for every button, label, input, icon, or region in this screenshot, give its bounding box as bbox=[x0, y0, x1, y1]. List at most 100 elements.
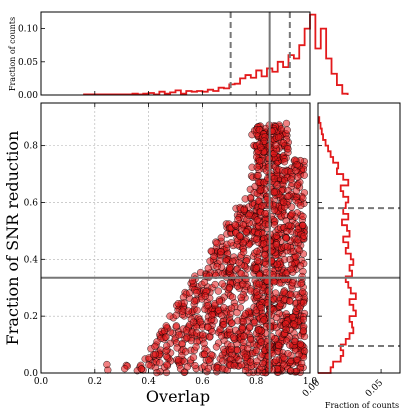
scatter-point bbox=[175, 331, 183, 339]
scatter-point bbox=[279, 139, 287, 147]
scatter-point bbox=[226, 264, 234, 272]
scatter-point bbox=[189, 318, 198, 326]
scatter-point bbox=[257, 143, 265, 151]
scatter-point bbox=[206, 257, 214, 265]
scatter-point bbox=[253, 257, 262, 265]
top-y-tick-label: 0.00 bbox=[18, 91, 38, 101]
scatter-point bbox=[163, 361, 171, 369]
scatter-point bbox=[283, 126, 291, 134]
scatter-point bbox=[295, 293, 303, 302]
scatter-point bbox=[288, 313, 297, 322]
scatter-point bbox=[282, 234, 290, 242]
scatter-point bbox=[214, 287, 222, 295]
scatter-point bbox=[280, 158, 289, 166]
scatter-point bbox=[241, 195, 249, 203]
scatter-point bbox=[204, 323, 212, 331]
scatter-point bbox=[239, 280, 247, 288]
scatter-point bbox=[253, 216, 261, 224]
scatter-point bbox=[239, 338, 248, 346]
scatter-point bbox=[137, 365, 146, 373]
scatter-point bbox=[172, 322, 181, 330]
top-frame bbox=[40, 11, 311, 96]
scatter-point bbox=[288, 210, 296, 218]
scatter-point bbox=[173, 344, 181, 352]
scatter-point bbox=[189, 353, 198, 362]
scatter-point bbox=[228, 293, 237, 301]
scatter-point bbox=[216, 325, 224, 333]
scatter-point bbox=[284, 192, 292, 201]
scatter-point bbox=[191, 361, 199, 370]
scatter-point bbox=[183, 363, 192, 371]
scatter-point bbox=[293, 161, 301, 169]
scatter-point bbox=[190, 297, 199, 305]
scatter-point bbox=[254, 171, 262, 180]
scatter-point bbox=[228, 319, 236, 327]
scatter-point bbox=[237, 269, 245, 278]
scatter-point bbox=[208, 311, 216, 319]
scatter-point bbox=[180, 368, 188, 377]
scatter-point bbox=[246, 358, 254, 366]
main-x-tick-label: 1.0 bbox=[303, 377, 318, 387]
scatter-points bbox=[103, 119, 309, 377]
scatter-point bbox=[282, 325, 290, 334]
scatter-point bbox=[236, 232, 244, 240]
scatter-point bbox=[290, 320, 298, 328]
scatter-point bbox=[253, 357, 261, 365]
scatter-point bbox=[270, 306, 278, 314]
scatter-point bbox=[251, 318, 259, 326]
scatter-point bbox=[192, 343, 200, 351]
scatter-point bbox=[252, 346, 261, 355]
scatter-point bbox=[283, 243, 292, 251]
scatter-point bbox=[286, 341, 294, 349]
main-y-tick-label: 0.4 bbox=[24, 255, 39, 265]
scatter-point bbox=[166, 312, 174, 320]
scatter-point bbox=[230, 333, 238, 341]
scatter-point bbox=[296, 262, 305, 270]
scatter-point bbox=[280, 361, 288, 369]
scatter-point bbox=[299, 299, 308, 307]
scatter-point bbox=[182, 348, 190, 356]
scatter-point bbox=[225, 284, 234, 292]
scatter-point bbox=[230, 362, 238, 370]
top-histogram-panel: 0.00 0.05 0.10 bbox=[18, 11, 349, 101]
scatter-point bbox=[256, 157, 264, 165]
scatter-point bbox=[284, 145, 292, 153]
scatter-point bbox=[212, 343, 221, 351]
scatter-point bbox=[280, 198, 288, 206]
scatter-point bbox=[287, 265, 295, 273]
scatter-point bbox=[275, 341, 283, 350]
scatter-point bbox=[272, 241, 281, 249]
scatter-point bbox=[184, 307, 192, 315]
scatter-point bbox=[204, 264, 212, 272]
main-y-tick-label: 0.0 bbox=[24, 369, 39, 379]
main-x-tick-label: 0.0 bbox=[34, 377, 49, 387]
scatter-point bbox=[172, 311, 180, 319]
scatter-point bbox=[275, 133, 283, 141]
scatter-point bbox=[241, 366, 250, 375]
top-y-tick-label: 0.10 bbox=[18, 25, 38, 35]
scatter-point bbox=[151, 342, 159, 351]
scatter-point bbox=[273, 260, 281, 268]
scatter-point bbox=[292, 367, 301, 375]
main-y-axis-label: Fraction of SNR reduction bbox=[3, 131, 22, 346]
scatter-point bbox=[261, 209, 269, 218]
scatter-point bbox=[145, 361, 153, 369]
scatter-point bbox=[296, 340, 305, 348]
scatter-point bbox=[252, 264, 260, 272]
scatter-point bbox=[253, 163, 261, 171]
scatter-point bbox=[267, 248, 275, 256]
scatter-point bbox=[178, 307, 186, 315]
scatter-point bbox=[217, 234, 225, 242]
right-histogram-step bbox=[318, 116, 357, 374]
scatter-point bbox=[260, 316, 268, 324]
scatter-point bbox=[254, 368, 262, 376]
scatter-point bbox=[210, 252, 218, 261]
scatter-point bbox=[298, 272, 306, 281]
scatter-point bbox=[257, 303, 265, 312]
scatter-point bbox=[242, 228, 250, 236]
scatter-point bbox=[229, 257, 237, 266]
scatter-point bbox=[294, 245, 302, 253]
scatter-point bbox=[245, 211, 253, 219]
scatter-point bbox=[257, 338, 265, 346]
